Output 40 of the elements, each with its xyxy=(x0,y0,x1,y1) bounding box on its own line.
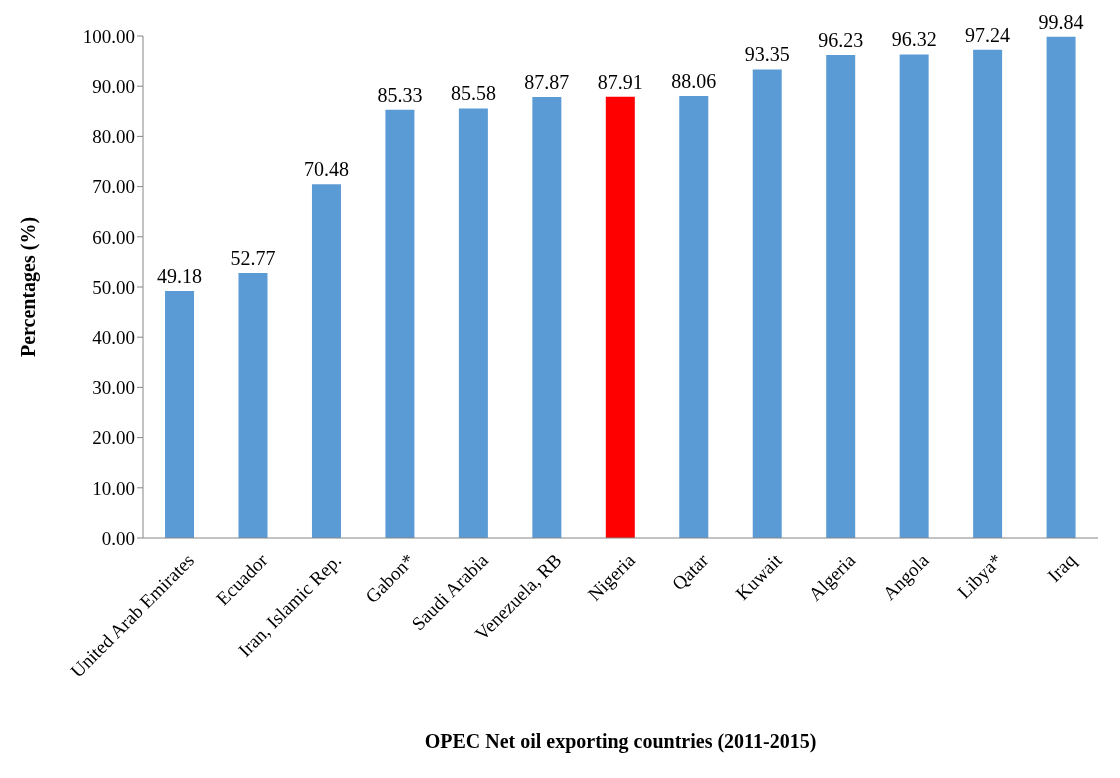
y-tick-label: 50.00 xyxy=(92,276,135,298)
data-label: 49.18 xyxy=(157,265,203,288)
data-label: 70.48 xyxy=(303,158,349,181)
x-tick-label: Iraq xyxy=(1043,549,1081,587)
y-tick-label: 80.00 xyxy=(92,126,135,148)
y-tick-label: 30.00 xyxy=(92,377,135,399)
data-label: 99.84 xyxy=(1038,10,1084,33)
data-label: 87.87 xyxy=(524,70,570,93)
y-tick-label: 100.00 xyxy=(82,25,135,47)
bar xyxy=(458,108,488,538)
data-label: 88.06 xyxy=(671,69,717,92)
bar xyxy=(679,95,709,538)
data-label: 96.32 xyxy=(891,28,937,51)
data-label: 85.33 xyxy=(377,83,423,106)
data-label: 52.77 xyxy=(230,247,276,270)
y-tick-label: 40.00 xyxy=(92,326,135,348)
bar xyxy=(605,96,635,538)
bar xyxy=(826,54,856,538)
y-tick-label: 60.00 xyxy=(92,226,135,248)
bar xyxy=(899,54,929,538)
y-tick-label: 0.00 xyxy=(101,527,135,549)
data-label: 97.24 xyxy=(965,23,1011,46)
data-label: 93.35 xyxy=(744,43,790,66)
bar xyxy=(532,96,562,538)
x-axis-title: OPEC Net oil exporting countries (2011-2015) xyxy=(424,730,817,753)
bar xyxy=(752,69,782,538)
data-label: 85.58 xyxy=(450,82,496,105)
bar xyxy=(165,291,195,538)
bar xyxy=(1046,36,1076,538)
y-tick-label: 20.00 xyxy=(92,427,135,449)
bar xyxy=(385,109,415,538)
bar xyxy=(238,273,268,538)
y-axis-title: Percentages (%) xyxy=(17,216,41,358)
data-label: 96.23 xyxy=(818,28,864,51)
bar xyxy=(973,49,1003,538)
y-tick-label: 70.00 xyxy=(92,176,135,198)
y-tick-label: 10.00 xyxy=(92,477,135,499)
bar xyxy=(311,184,341,538)
y-tick-label: 90.00 xyxy=(92,75,135,97)
data-label: 87.91 xyxy=(597,70,643,93)
